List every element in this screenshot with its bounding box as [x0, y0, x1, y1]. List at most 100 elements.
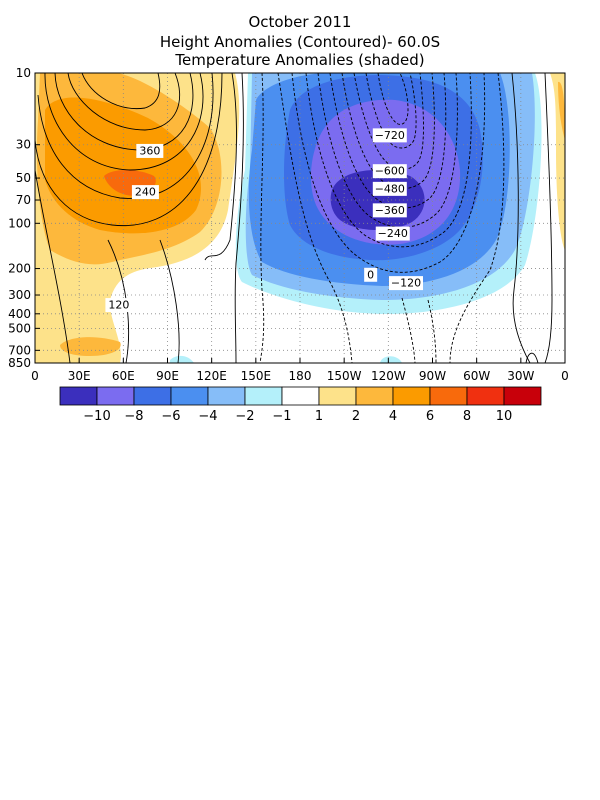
colorbar-swatch-12: [503, 386, 542, 406]
y-tick-label-5: 200: [8, 262, 31, 276]
contour-label-0: 360: [139, 144, 160, 157]
contour-labels: 360 240 120 0 −120 −240 −360 −480 −600 −720: [105, 128, 423, 313]
contour-negative-3: [291, 73, 486, 273]
chart-title: October 2011: [249, 13, 352, 31]
shade-warm-5: [60, 337, 121, 356]
y-tick-label-3: 70: [16, 193, 31, 207]
x-axis: 0 30E 60E 90E 120E 150E 180 150W 120W 90W 60W 30W 0: [31, 358, 569, 383]
y-tick-label-1: 30: [16, 138, 31, 152]
contour-positive-5: [37, 73, 214, 199]
contour-positive-2: [67, 73, 181, 131]
y-tick-label-10: 850: [8, 356, 31, 370]
contour-label-1: 240: [135, 186, 156, 199]
contour-label-bg-0: [136, 143, 164, 158]
contour-label-bg-9: [372, 128, 407, 143]
contour-label-bg-1: [131, 185, 159, 200]
contour-negative-2: [277, 73, 505, 363]
colorbar-label-3: −4: [198, 409, 217, 424]
x-tick-label-0: 0: [31, 369, 39, 383]
chart-subtitle-height: Height Anomalies (Contoured)- 60.0S: [160, 33, 440, 51]
x-tick-label-5: 150E: [241, 369, 272, 383]
x-tick-label-8: 120W: [371, 369, 406, 383]
colorbar-swatch-3: [170, 386, 209, 406]
contour-label-7: −480: [375, 182, 405, 195]
colorbar-swatch-0: [59, 386, 98, 406]
contour-label-6: −360: [375, 204, 405, 217]
contour-label-bg-8: [372, 164, 407, 179]
x-tick-label-11: 30W: [507, 369, 534, 383]
contour-negative-4: [305, 73, 472, 248]
contour-label-bg-7: [372, 181, 407, 196]
contour-label-bg-5: [375, 226, 410, 241]
contour-zero-east: [511, 73, 531, 363]
shade-cold-6: [330, 170, 425, 231]
contour-label-9: −720: [375, 129, 405, 142]
contour-positive-4: [44, 73, 204, 171]
colorbar-label-1: −8: [124, 409, 143, 424]
shade-warm-7: [558, 81, 565, 140]
colorbar-label-6: 1: [315, 409, 323, 424]
x-tick-label-7: 150W: [327, 369, 362, 383]
plot-grid: [35, 73, 565, 363]
y-tick-label-9: 700: [8, 343, 31, 357]
colorbar-swatch-4: [207, 386, 246, 406]
height-anomaly-contours: [35, 73, 553, 363]
contour-negative-1: [259, 73, 265, 363]
x-tick-label-9: 90W: [419, 369, 446, 383]
y-tick-label-6: 300: [8, 288, 31, 302]
contour-negative-10: [377, 73, 409, 125]
contour-positive-1: [81, 73, 161, 110]
contour-negative-11: [401, 297, 437, 363]
x-tick-label-10: 60W: [463, 369, 490, 383]
colorbar-label-2: −6: [161, 409, 180, 424]
colorbar-swatch-1: [96, 386, 135, 406]
colorbar-swatch-9: [392, 386, 431, 406]
contour-negative-9: [365, 73, 417, 149]
y-tick-label-2: 50: [16, 171, 31, 185]
colorbar-label-4: −2: [235, 409, 254, 424]
x-tick-label-2: 60E: [112, 369, 135, 383]
contour-label-2: 120: [108, 299, 129, 312]
contour-label-bg-6: [372, 203, 407, 218]
colorbar-label-11: 10: [496, 409, 513, 424]
colorbar-label-8: 4: [389, 409, 397, 424]
y-tick-label-8: 500: [8, 321, 31, 335]
x-tick-label-1: 30E: [68, 369, 91, 383]
contour-label-3: 0: [367, 268, 374, 281]
chart-subtitle-temperature: Temperature Anomalies (shaded): [174, 51, 424, 69]
colorbar-label-7: 2: [352, 409, 360, 424]
x-tick-label-3: 90E: [156, 369, 179, 383]
contour-negative-5: [317, 73, 458, 228]
colorbar-swatch-6: [281, 386, 320, 406]
contour-positive-8: [204, 73, 237, 261]
contour-label-8: −600: [375, 165, 405, 178]
colorbar-swatch-2: [133, 386, 172, 406]
y-tick-label-7: 400: [8, 307, 31, 321]
colorbar: −10 −8 −6 −4 −2 −1 1 2 4 6 8 10: [59, 386, 542, 424]
colorbar-swatch-8: [355, 386, 394, 406]
colorbar-label-9: 6: [426, 409, 434, 424]
contour-label-bg-3: [364, 267, 378, 282]
contour-label-bg-4: [389, 276, 423, 291]
colorbar-swatch-11: [466, 386, 505, 406]
x-tick-label-6: 180: [289, 369, 312, 383]
x-tick-label-12: 0: [561, 369, 569, 383]
colorbar-label-5: −1: [272, 409, 291, 424]
contour-small-bump: [525, 352, 539, 363]
y-tick-label-4: 100: [8, 216, 31, 230]
contour-zero: [234, 73, 244, 363]
colorbar-swatch-5: [244, 386, 283, 406]
colorbar-label-0: −10: [83, 409, 110, 424]
shade-cold-1b: [170, 355, 194, 363]
contour-positive-6: [35, 73, 223, 227]
colorbar-swatch-7: [318, 386, 357, 406]
colorbar-swatch-10: [429, 386, 468, 406]
contour-label-4: −120: [391, 277, 421, 290]
colorbar-label-10: 8: [463, 409, 471, 424]
contour-label-5: −240: [378, 227, 408, 240]
x-tick-label-4: 120E: [196, 369, 227, 383]
contour-negative-7: [341, 73, 435, 189]
contour-label-bg-2: [105, 298, 133, 313]
